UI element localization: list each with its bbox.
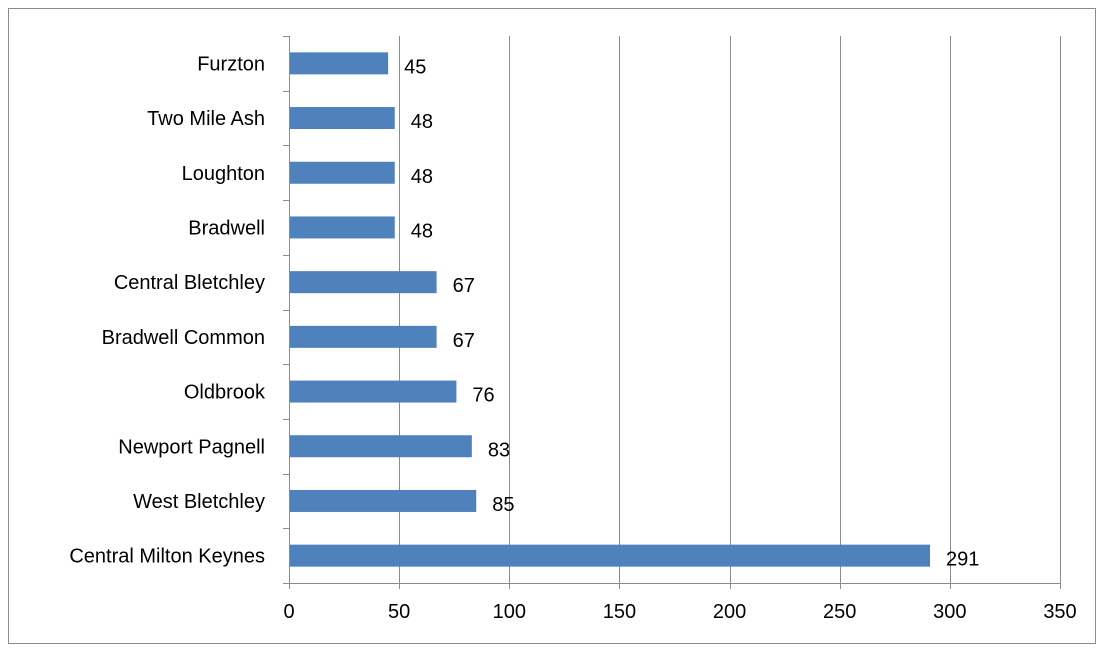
bar xyxy=(290,544,931,567)
category-label: Two Mile Ash xyxy=(147,108,265,130)
bar xyxy=(290,380,457,403)
labels: 0 50 100 150 200 250 300 350 Furzton 45 Two Mile A… xyxy=(69,53,1076,623)
category-label: Oldbrook xyxy=(184,382,266,404)
x-tick-label: 0 xyxy=(283,601,294,623)
axes xyxy=(283,36,1061,589)
category-label: Newport Pagnell xyxy=(118,436,265,458)
x-tick-label: 300 xyxy=(933,601,966,623)
data-label: 83 xyxy=(488,439,510,461)
x-tick-label: 350 xyxy=(1043,601,1076,623)
data-label: 48 xyxy=(411,220,433,242)
data-label: 291 xyxy=(946,549,979,571)
category-label: Bradwell Common xyxy=(102,327,265,349)
data-label: 67 xyxy=(453,330,475,352)
chart-frame xyxy=(8,8,1096,644)
data-label: 48 xyxy=(411,166,433,188)
x-tick-label: 50 xyxy=(388,601,410,623)
bars xyxy=(290,52,931,567)
data-label: 85 xyxy=(492,494,514,516)
bar xyxy=(290,161,395,184)
category-label: Central Milton Keynes xyxy=(69,546,265,568)
x-tick-label: 200 xyxy=(713,601,746,623)
category-label: Furzton xyxy=(197,53,265,75)
category-label: Central Bletchley xyxy=(114,272,265,294)
data-label: 48 xyxy=(411,111,433,133)
category-label: Loughton xyxy=(182,163,265,185)
data-label: 45 xyxy=(404,56,426,78)
data-label: 67 xyxy=(453,275,475,297)
bar xyxy=(290,107,395,130)
category-label: Bradwell xyxy=(188,217,265,239)
x-tick-label: 150 xyxy=(603,601,636,623)
bar xyxy=(290,489,477,512)
x-tick-label: 100 xyxy=(493,601,526,623)
bar xyxy=(290,271,437,294)
bar xyxy=(290,435,472,458)
bar xyxy=(290,325,437,348)
data-label: 76 xyxy=(472,385,494,407)
x-tick-label: 250 xyxy=(823,601,856,623)
bar xyxy=(290,216,395,239)
category-label: West Bletchley xyxy=(133,491,265,513)
bar xyxy=(290,52,389,75)
